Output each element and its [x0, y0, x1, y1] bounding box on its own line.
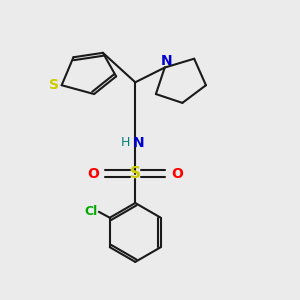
- Text: H: H: [121, 136, 130, 149]
- Text: N: N: [133, 136, 145, 150]
- Text: O: O: [171, 167, 183, 181]
- Text: S: S: [130, 166, 141, 181]
- Text: Cl: Cl: [84, 205, 97, 218]
- Text: O: O: [88, 167, 99, 181]
- Text: N: N: [160, 54, 172, 68]
- Text: S: S: [49, 78, 59, 92]
